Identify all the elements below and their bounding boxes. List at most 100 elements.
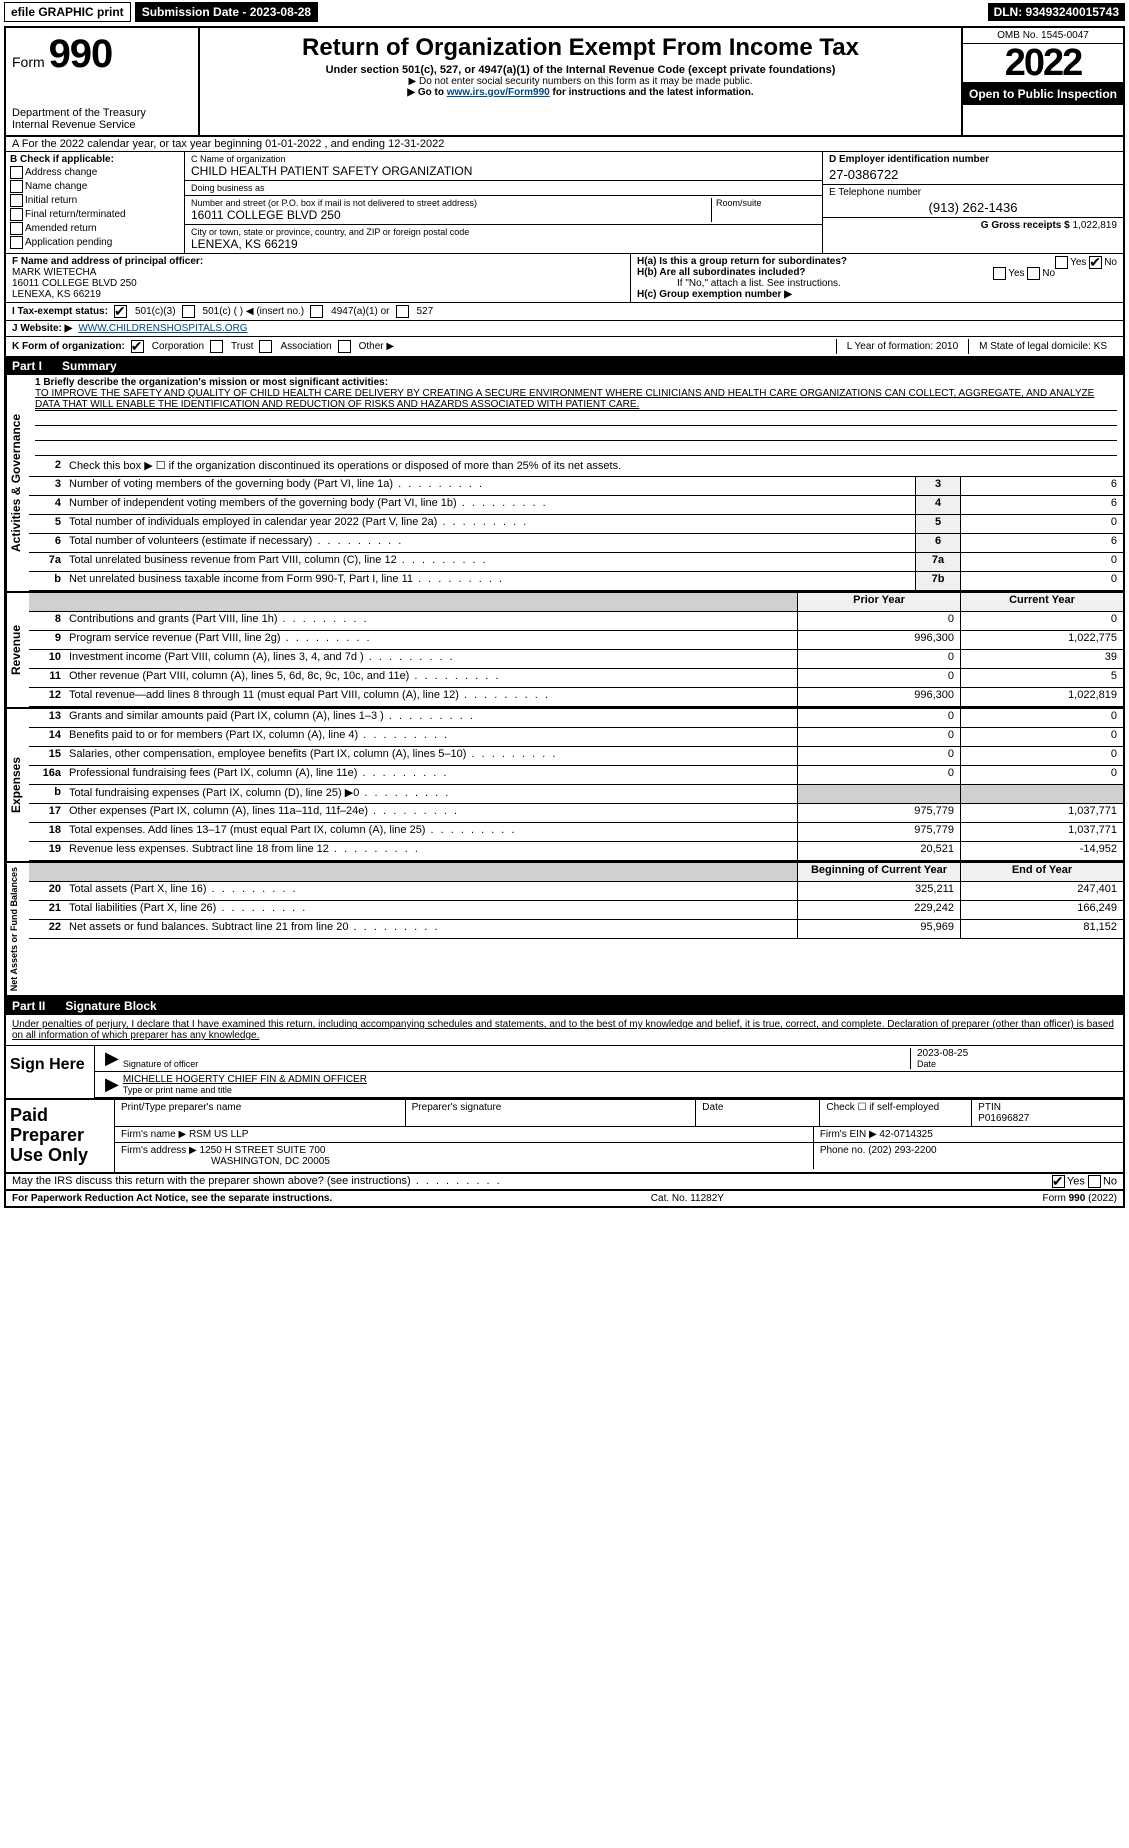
k-trust: Trust xyxy=(231,341,253,352)
paperwork: For Paperwork Reduction Act Notice, see … xyxy=(12,1193,332,1204)
chk-final[interactable]: Final return/terminated xyxy=(10,208,180,221)
chk-other[interactable] xyxy=(338,340,351,353)
sig-right: ▶ Signature of officer 2023-08-25 Date ▶… xyxy=(95,1046,1123,1098)
sig-name-label: Type or print name and title xyxy=(123,1085,1117,1095)
ha-label: H(a) Is this a group return for subordin… xyxy=(637,256,847,267)
form-subtitle: Under section 501(c), 527, or 4947(a)(1)… xyxy=(206,64,955,76)
officer-addr1: 16011 COLLEGE BLVD 250 xyxy=(12,278,137,289)
cat-no: Cat. No. 11282Y xyxy=(651,1193,724,1204)
sig-row2: ▶ MICHELLE HOGERTY CHIEF FIN & ADMIN OFF… xyxy=(95,1072,1123,1098)
arrow-icon: ▶ xyxy=(101,1048,123,1069)
gross-label: G Gross receipts $ xyxy=(981,220,1070,231)
chk-trust[interactable] xyxy=(210,340,223,353)
firm-phone-label: Phone no. xyxy=(820,1145,866,1156)
paid-h2: Preparer's signature xyxy=(406,1100,697,1126)
ha-yes[interactable]: Yes xyxy=(1070,257,1086,268)
sum-row: 8Contributions and grants (Part VIII, li… xyxy=(29,612,1123,631)
ha: H(a) Is this a group return for subordin… xyxy=(637,256,1117,267)
paid-h1: Print/Type preparer's name xyxy=(115,1100,406,1126)
mission-block: 1 Briefly describe the organization's mi… xyxy=(29,375,1123,458)
hdr-begin: Beginning of Current Year xyxy=(797,863,960,881)
part1-title: Summary xyxy=(62,359,117,373)
note2-post: for instructions and the latest informat… xyxy=(553,87,754,98)
hc-label: H(c) Group exemption number ▶ xyxy=(637,289,792,300)
form-footer: Form 990 (2022) xyxy=(1043,1193,1117,1204)
discuss-no: No xyxy=(1103,1175,1117,1187)
sum-row: bNet unrelated business taxable income f… xyxy=(29,572,1123,591)
chk-527[interactable] xyxy=(396,305,409,318)
sum-row: 6Total number of volunteers (estimate if… xyxy=(29,534,1123,553)
firm-ein: 42-0714325 xyxy=(879,1129,932,1140)
part2-title: Signature Block xyxy=(65,999,156,1013)
chk-name[interactable]: Name change xyxy=(10,180,180,193)
sum-row: 11Other revenue (Part VIII, column (A), … xyxy=(29,669,1123,688)
chk-4947[interactable] xyxy=(310,305,323,318)
net-content: Beginning of Current Year End of Year 20… xyxy=(29,863,1123,995)
blank-line2 xyxy=(35,426,1117,441)
side-net: Net Assets or Fund Balances xyxy=(6,863,29,995)
dba-cell: Doing business as xyxy=(185,181,822,196)
net-header: Beginning of Current Year End of Year xyxy=(29,863,1123,882)
rev-content: Prior Year Current Year 8Contributions a… xyxy=(29,593,1123,707)
sum-row: 13Grants and similar amounts paid (Part … xyxy=(29,709,1123,728)
sum-row: bTotal fundraising expenses (Part IX, co… xyxy=(29,785,1123,804)
website-link[interactable]: WWW.CHILDRENSHOSPITALS.ORG xyxy=(78,323,247,334)
paid-label: Paid Preparer Use Only xyxy=(6,1100,115,1171)
dba-label: Doing business as xyxy=(191,183,816,193)
footer-row: For Paperwork Reduction Act Notice, see … xyxy=(6,1190,1123,1206)
blank-line3 xyxy=(35,441,1117,456)
sum-row: 17Other expenses (Part IX, column (A), l… xyxy=(29,804,1123,823)
f-label: F Name and address of principal officer: xyxy=(12,256,203,267)
open-public: Open to Public Inspection xyxy=(963,83,1123,105)
chk-app[interactable]: Application pending xyxy=(10,236,180,249)
irs: Internal Revenue Service xyxy=(12,119,192,131)
sum-row: 10Investment income (Part VIII, column (… xyxy=(29,650,1123,669)
ein-cell: D Employer identification number 27-0386… xyxy=(823,152,1123,185)
sum-row: 21Total liabilities (Part X, line 26)229… xyxy=(29,901,1123,920)
rev-header: Prior Year Current Year xyxy=(29,593,1123,612)
chk-501c3[interactable] xyxy=(114,305,127,318)
ha-no[interactable]: No xyxy=(1104,257,1117,268)
sum-row: 22Net assets or fund balances. Subtract … xyxy=(29,920,1123,939)
sum-row: 12Total revenue—add lines 8 through 11 (… xyxy=(29,688,1123,707)
firm-name-cell: Firm's name ▶ RSM US LLP xyxy=(115,1127,814,1142)
paid-right: Print/Type preparer's name Preparer's si… xyxy=(115,1100,1123,1171)
officer-addr2: LENEXA, KS 66219 xyxy=(12,289,101,300)
firm-ein-label: Firm's EIN ▶ xyxy=(820,1129,877,1140)
officer-name: MARK WIETECHA xyxy=(12,267,96,278)
col-h: H(a) Is this a group return for subordin… xyxy=(630,254,1123,302)
form-id: Form 990 xyxy=(12,32,192,77)
header-left: Form 990 Department of the Treasury Inte… xyxy=(6,28,200,135)
sig-name-title: MICHELLE HOGERTY CHIEF FIN & ADMIN OFFIC… xyxy=(123,1074,1117,1085)
firm-addr-label: Firm's address ▶ xyxy=(121,1145,197,1156)
sum-row: 14Benefits paid to or for members (Part … xyxy=(29,728,1123,747)
part2-label: Part II xyxy=(12,999,45,1013)
l-year: L Year of formation: 2010 xyxy=(836,339,968,354)
city-label: City or town, state or province, country… xyxy=(191,227,816,237)
chk-501c[interactable] xyxy=(182,305,195,318)
chk-discuss-no[interactable] xyxy=(1088,1175,1101,1188)
irs-link[interactable]: www.irs.gov/Form990 xyxy=(447,87,550,98)
city: LENEXA, KS 66219 xyxy=(191,237,816,251)
paid-row2: Firm's name ▶ RSM US LLP Firm's EIN ▶ 42… xyxy=(115,1127,1123,1143)
hdr-current: Current Year xyxy=(960,593,1123,611)
chk-discuss-yes[interactable] xyxy=(1052,1175,1065,1188)
org-name-cell: C Name of organization CHILD HEALTH PATI… xyxy=(185,152,822,181)
chk-initial[interactable]: Initial return xyxy=(10,194,180,207)
m-state: M State of legal domicile: KS xyxy=(968,339,1117,354)
dept: Department of the Treasury xyxy=(12,107,192,119)
sig-officer-label: Signature of officer xyxy=(123,1059,910,1069)
chk-address[interactable]: Address change xyxy=(10,166,180,179)
col-de: D Employer identification number 27-0386… xyxy=(822,152,1123,253)
hb-label: H(b) Are all subordinates included? xyxy=(637,267,806,278)
i-opt2: 501(c) ( ) ◀ (insert no.) xyxy=(203,306,305,317)
chk-assoc[interactable] xyxy=(259,340,272,353)
sig-date: 2023-08-25 xyxy=(917,1048,1117,1059)
paid-h3: Date xyxy=(696,1100,820,1126)
discuss-yes: Yes xyxy=(1067,1175,1085,1187)
chk-amended[interactable]: Amended return xyxy=(10,222,180,235)
form-label: Form xyxy=(12,54,45,70)
paid-ptin: P01696827 xyxy=(978,1113,1029,1124)
phone-cell: E Telephone number (913) 262-1436 xyxy=(823,185,1123,218)
chk-corp[interactable] xyxy=(131,340,144,353)
